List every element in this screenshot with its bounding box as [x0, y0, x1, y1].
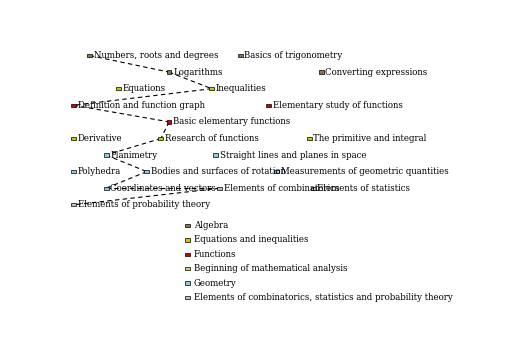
Bar — [71, 137, 76, 140]
Text: Straight lines and planes in space: Straight lines and planes in space — [220, 150, 366, 159]
Bar — [185, 253, 190, 256]
Bar — [238, 54, 243, 57]
Bar — [217, 187, 222, 190]
Text: The primitive and integral: The primitive and integral — [313, 134, 427, 143]
Text: Equations and inequalities: Equations and inequalities — [194, 236, 308, 244]
Text: Basic elementary functions: Basic elementary functions — [173, 117, 290, 126]
Text: Research of functions: Research of functions — [165, 134, 259, 143]
Bar — [209, 87, 214, 90]
Text: Polyhedra: Polyhedra — [78, 167, 121, 176]
Bar — [104, 153, 108, 157]
Bar — [167, 120, 171, 123]
Bar — [71, 104, 76, 107]
Text: Algebra: Algebra — [194, 221, 228, 230]
Bar — [71, 203, 76, 206]
Bar — [167, 70, 171, 74]
Bar — [185, 267, 190, 270]
Text: Inequalities: Inequalities — [216, 84, 267, 93]
Text: Numbers, roots and degrees: Numbers, roots and degrees — [94, 51, 219, 60]
Bar — [116, 87, 121, 90]
Text: Functions: Functions — [194, 250, 236, 259]
Text: Coordinates and vectors: Coordinates and vectors — [110, 184, 216, 193]
Text: Logarithms: Logarithms — [173, 67, 223, 76]
Bar — [307, 137, 312, 140]
Bar — [185, 296, 190, 299]
Bar — [88, 54, 92, 57]
Text: Equations: Equations — [123, 84, 166, 93]
Text: Basics of trigonometry: Basics of trigonometry — [244, 51, 343, 60]
Text: Geometry: Geometry — [194, 279, 236, 288]
Text: Bodies and surfaces of rotation: Bodies and surfaces of rotation — [151, 167, 286, 176]
Text: Converting expressions: Converting expressions — [325, 67, 428, 76]
Bar — [144, 170, 149, 173]
Bar — [185, 224, 190, 227]
Bar — [104, 187, 108, 190]
Text: Beginning of mathematical analysis: Beginning of mathematical analysis — [194, 264, 347, 273]
Bar — [274, 170, 279, 173]
Bar — [158, 137, 163, 140]
Text: Elements of statistics: Elements of statistics — [318, 184, 410, 193]
Bar — [213, 153, 218, 157]
Bar — [311, 187, 315, 190]
Text: Measurements of geometric quantities: Measurements of geometric quantities — [281, 167, 449, 176]
Text: Elements of combinatorics: Elements of combinatorics — [224, 184, 339, 193]
Bar — [266, 104, 271, 107]
Text: Planimetry: Planimetry — [110, 150, 157, 159]
Text: Elementary study of functions: Elementary study of functions — [272, 101, 402, 110]
Bar — [185, 238, 190, 242]
Text: Elements of probability theory: Elements of probability theory — [78, 200, 210, 209]
Text: Derivative: Derivative — [78, 134, 122, 143]
Bar — [319, 70, 324, 74]
Text: Definition and function graph: Definition and function graph — [78, 101, 205, 110]
Text: Elements of combinatorics, statistics and probability theory: Elements of combinatorics, statistics an… — [194, 293, 453, 302]
Bar — [71, 170, 76, 173]
Bar — [185, 281, 190, 285]
